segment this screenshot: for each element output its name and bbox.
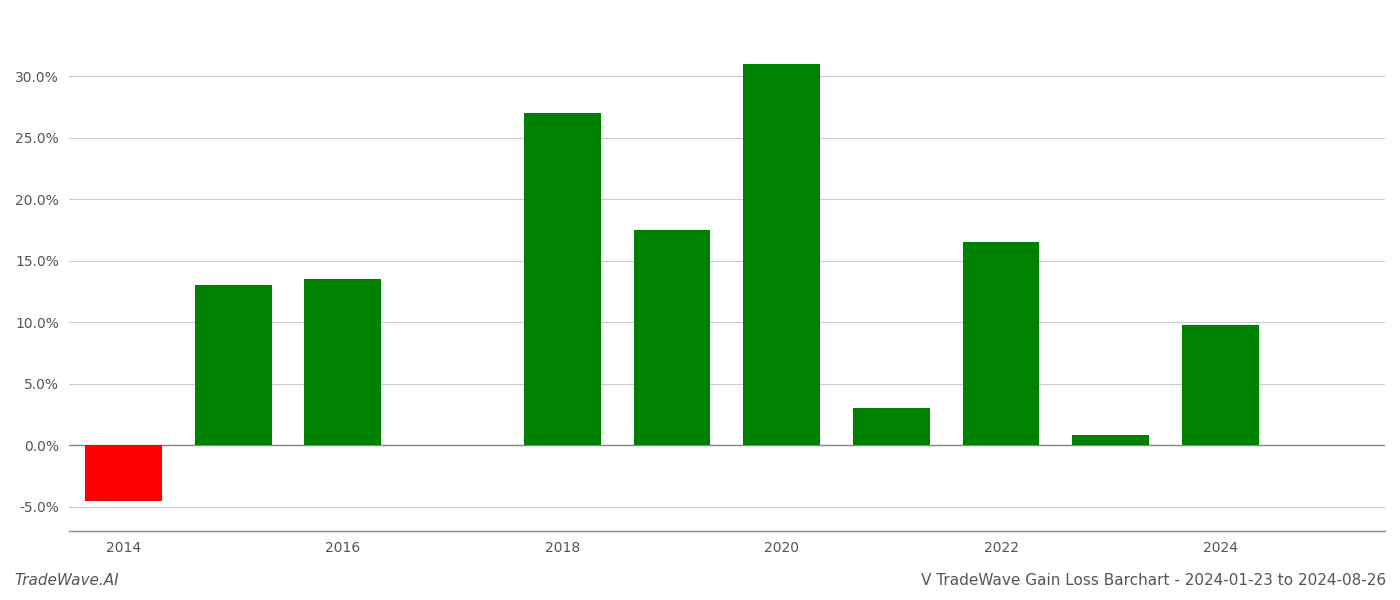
Bar — [1182, 325, 1259, 445]
Bar — [85, 445, 162, 500]
Text: TradeWave.AI: TradeWave.AI — [14, 573, 119, 588]
Bar — [743, 64, 820, 445]
Bar — [195, 286, 272, 445]
Bar — [1072, 436, 1149, 445]
Bar — [304, 279, 381, 445]
Bar — [634, 230, 710, 445]
Text: V TradeWave Gain Loss Barchart - 2024-01-23 to 2024-08-26: V TradeWave Gain Loss Barchart - 2024-01… — [921, 573, 1386, 588]
Bar — [853, 409, 930, 445]
Bar — [524, 113, 601, 445]
Bar — [963, 242, 1039, 445]
